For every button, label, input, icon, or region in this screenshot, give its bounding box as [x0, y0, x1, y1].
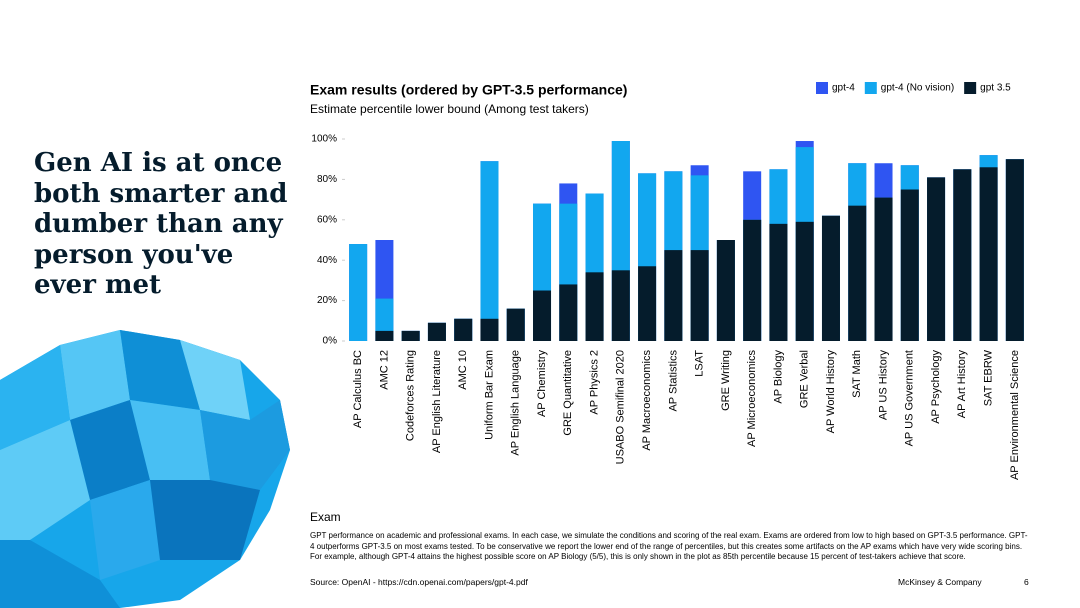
chart-subtitle: Estimate percentile lower bound (Among t…	[310, 102, 589, 116]
x-tick-label: AP Statistics	[667, 350, 679, 412]
y-tick-label: 20%	[317, 295, 337, 306]
y-tick-label: 60%	[317, 214, 337, 225]
x-tick-label: AP English Language	[510, 350, 522, 456]
x-tick-label: LSAT	[694, 350, 706, 377]
bar	[848, 205, 867, 341]
x-tick-label: GRE Quantitative	[562, 350, 574, 436]
legend-label: gpt-4 (No vision)	[881, 83, 954, 94]
x-tick-label: AP Psychology	[930, 350, 942, 424]
y-tick-label: 80%	[317, 174, 337, 185]
x-tick-label: AP Environmental Science	[1009, 350, 1021, 480]
bar	[480, 318, 499, 341]
chart-title: Exam results (ordered by GPT-3.5 perform…	[310, 82, 627, 98]
page-number: 6	[1024, 577, 1029, 587]
x-tick-label: SAT EBRW	[983, 349, 995, 406]
bar	[953, 169, 972, 341]
bar	[979, 167, 998, 341]
bar	[585, 272, 604, 341]
bar	[506, 308, 525, 341]
notes: GPT performance on academic and professi…	[310, 531, 1028, 561]
bar	[559, 284, 578, 341]
bar	[874, 197, 893, 341]
bar	[375, 298, 394, 341]
bar	[375, 330, 394, 341]
bar	[900, 189, 919, 341]
brain-image	[0, 330, 290, 608]
x-axis-label: Exam	[310, 510, 341, 524]
bar	[480, 161, 499, 341]
x-tick-label: AP Art History	[956, 350, 968, 419]
x-tick-label: AP US Government	[904, 350, 916, 446]
bar	[821, 215, 840, 341]
bar	[769, 223, 788, 341]
legend-swatch	[816, 82, 828, 94]
bar	[533, 290, 552, 341]
legend-label: gpt-4	[832, 83, 855, 94]
source: Source: OpenAI - https://cdn.openai.com/…	[310, 577, 528, 587]
x-tick-label: GRE Writing	[720, 350, 732, 411]
legend-label: gpt 3.5	[980, 83, 1011, 94]
x-tick-label: Codeforces Rating	[405, 350, 417, 441]
bar	[1005, 159, 1024, 341]
legend-swatch	[864, 82, 877, 94]
brand: McKinsey & Company	[898, 577, 982, 587]
x-tick-label: AP Physics 2	[588, 350, 600, 415]
bar	[716, 240, 735, 341]
bar	[349, 244, 368, 341]
x-tick-label: AP Microeconomics	[746, 350, 758, 447]
bar	[611, 270, 630, 341]
x-tick-label: SAT Math	[851, 350, 863, 398]
x-tick-label: AMC 12	[378, 350, 390, 390]
bar	[690, 250, 709, 341]
x-tick-label: AP Macroeconomics	[641, 350, 653, 451]
bar	[638, 266, 657, 341]
y-tick-label: 0%	[323, 336, 338, 347]
bar	[927, 177, 946, 341]
x-tick-label: AP Calculus BC	[352, 350, 364, 428]
x-tick-label: AP US History	[877, 350, 889, 421]
x-tick-label: AP World History	[825, 350, 837, 434]
y-tick-label: 100%	[311, 134, 337, 145]
x-tick-label: GRE Verbal	[799, 350, 811, 408]
bar	[401, 330, 420, 341]
x-tick-label: USABO Semifinal 2020	[615, 350, 627, 464]
bar	[427, 322, 446, 341]
x-tick-label: Uniform Bar Exam	[483, 350, 495, 440]
y-tick-label: 40%	[317, 255, 337, 266]
legend-swatch	[964, 82, 977, 94]
x-tick-label: AP Biology	[772, 350, 784, 404]
bar	[664, 250, 683, 341]
bar	[743, 219, 762, 341]
x-tick-label: AP English Literature	[431, 350, 443, 453]
x-tick-label: AP Chemistry	[536, 350, 548, 418]
bar	[795, 221, 814, 341]
headline: Gen AI is at once both smarter and dumbe…	[34, 148, 288, 300]
x-tick-label: AMC 10	[457, 350, 469, 390]
bar	[454, 318, 473, 341]
